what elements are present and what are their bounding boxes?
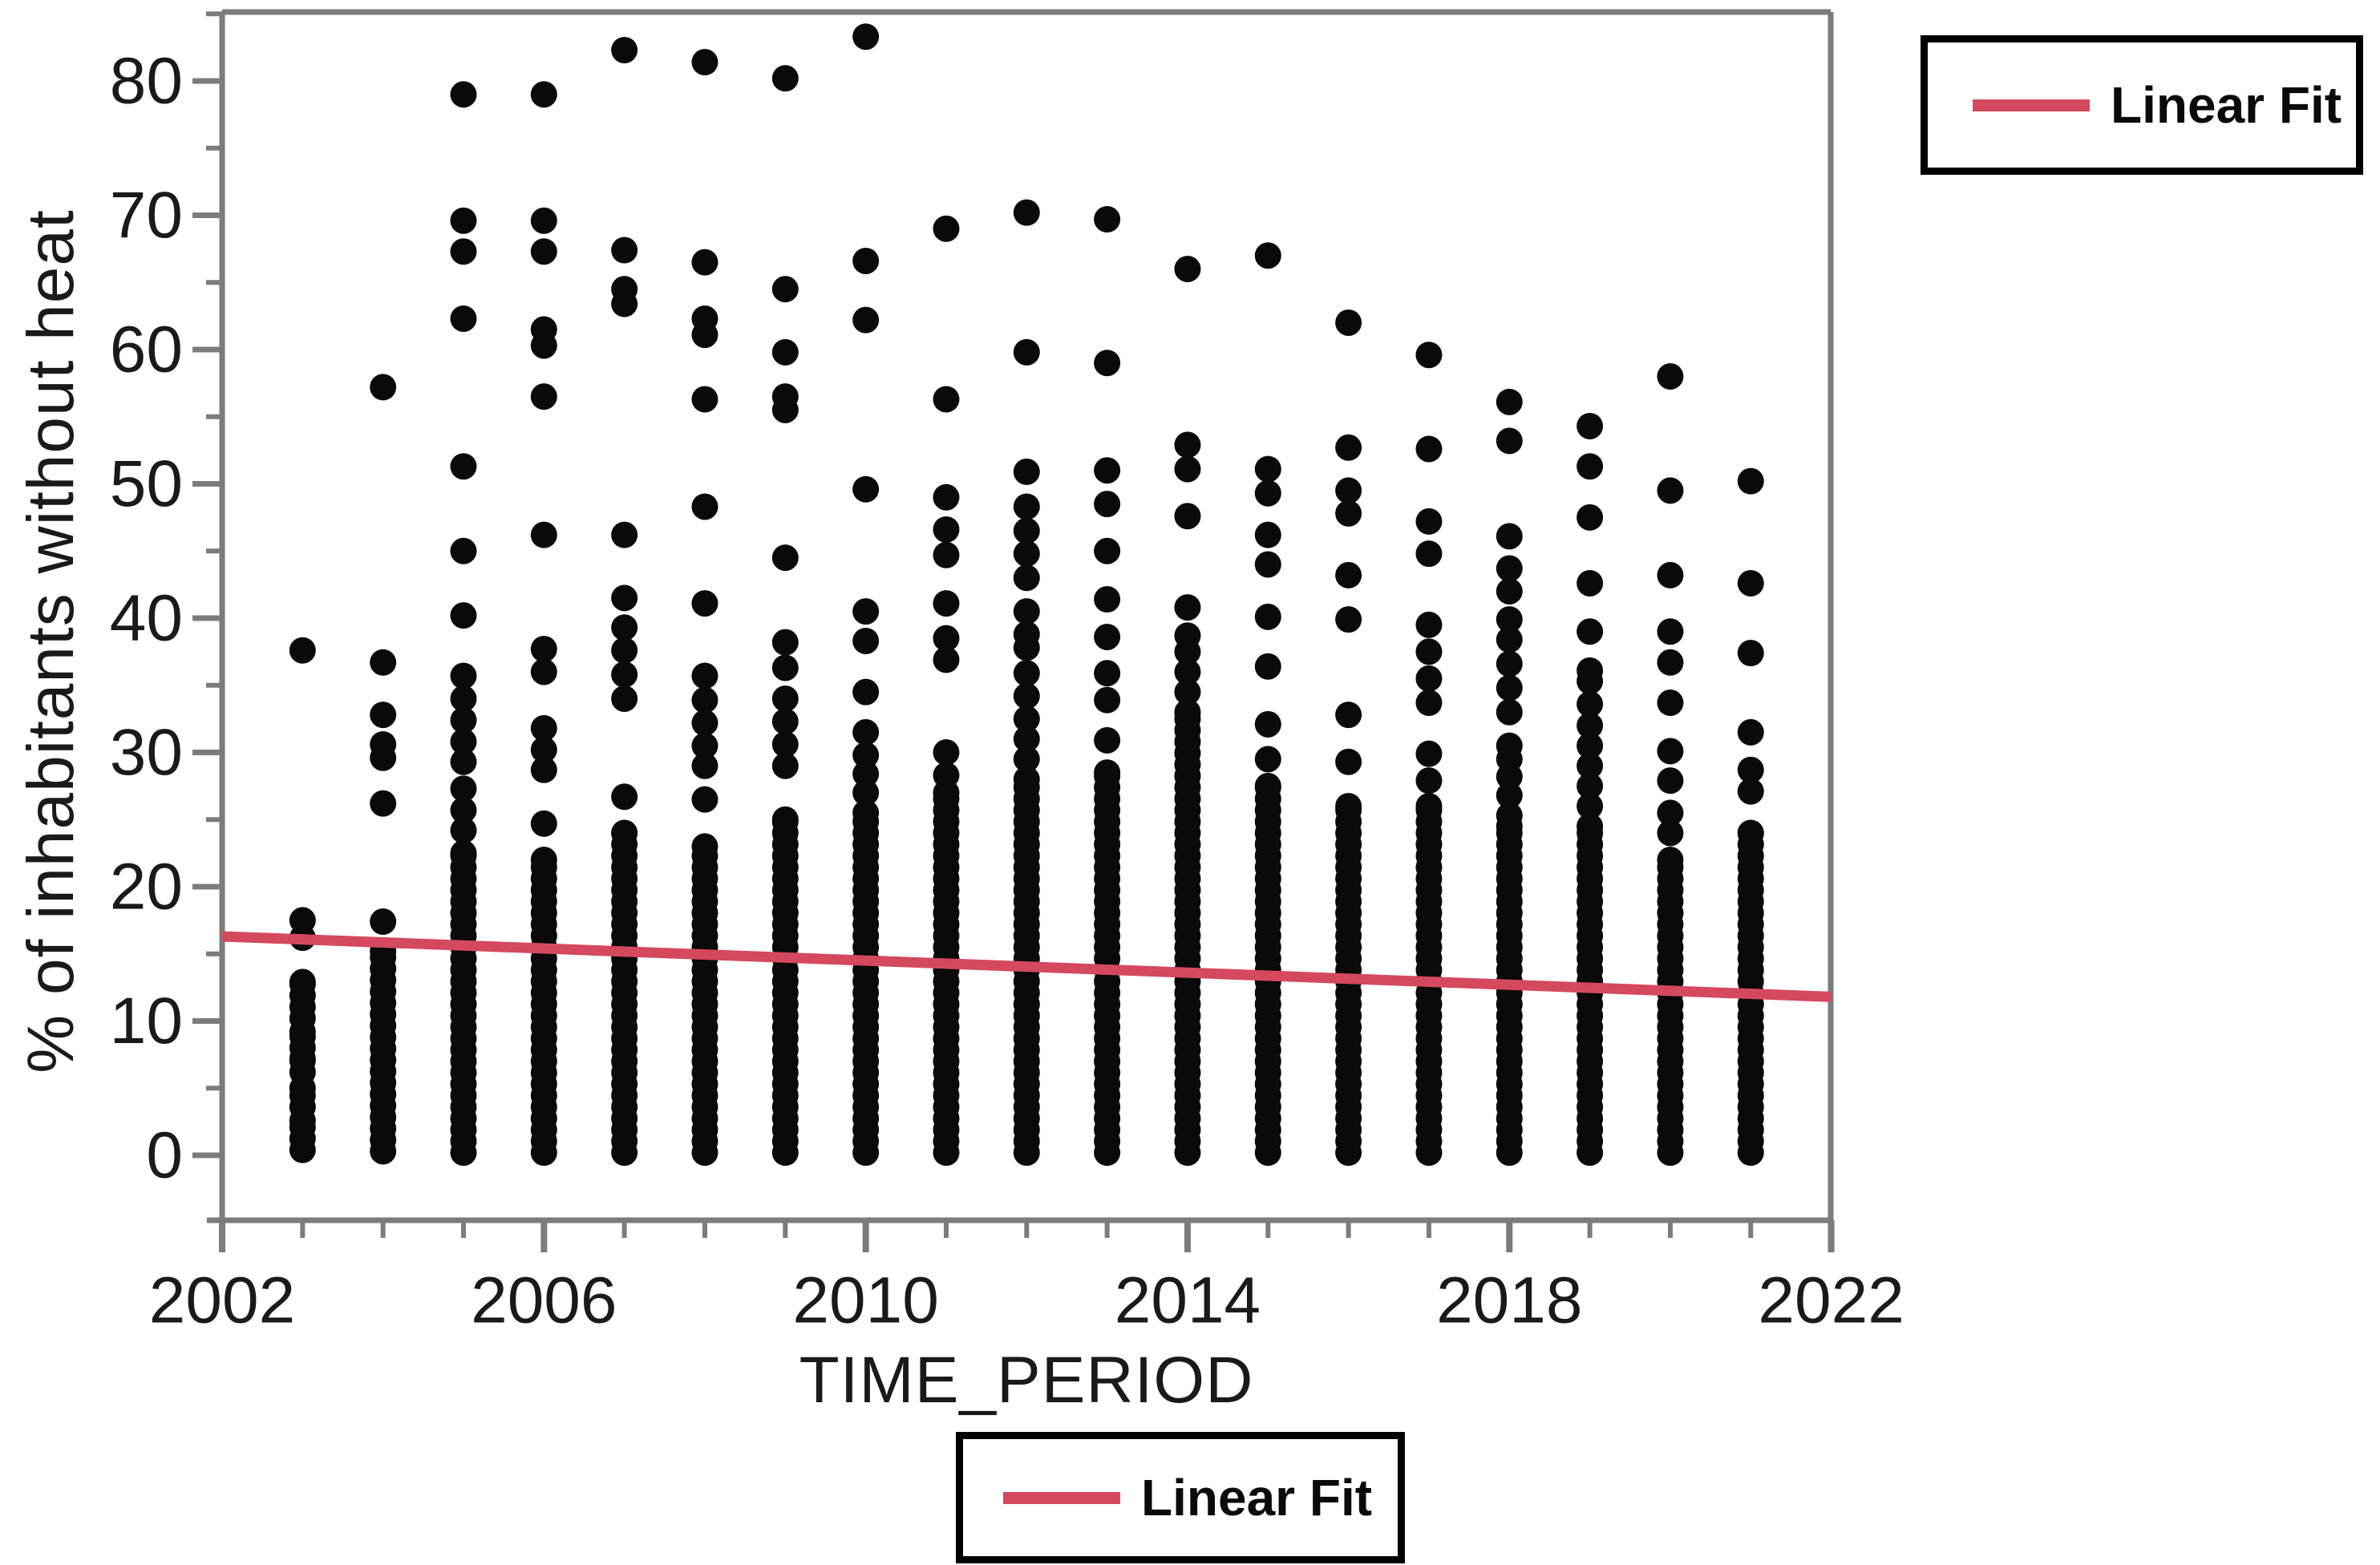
svg-text:60: 60 (110, 313, 183, 386)
svg-text:2002: 2002 (149, 1264, 295, 1337)
linear-fit-swatch (1973, 99, 2090, 111)
svg-text:2014: 2014 (1115, 1264, 1261, 1337)
plot-frame (207, 9, 1834, 1249)
svg-text:0: 0 (146, 1119, 183, 1192)
legend-bottom: Linear Fit (956, 1432, 1405, 1563)
svg-text:80: 80 (110, 45, 183, 118)
svg-text:2018: 2018 (1436, 1264, 1582, 1337)
svg-text:40: 40 (110, 582, 183, 655)
y-axis-title: % of inhabitants without heat (14, 209, 87, 1074)
svg-text:10: 10 (110, 985, 183, 1057)
svg-text:2006: 2006 (471, 1264, 617, 1337)
linear-fit-line (221, 931, 1832, 1002)
y-axis-ticks: 0 10 20 30 40 50 60 70 80 (110, 11, 222, 1192)
linear-fit-swatch (1003, 1491, 1120, 1504)
svg-text:50: 50 (110, 447, 183, 520)
scatter-points (289, 23, 1764, 1167)
svg-text:2022: 2022 (1758, 1264, 1904, 1337)
svg-text:30: 30 (110, 716, 183, 789)
svg-text:20: 20 (110, 851, 183, 924)
legend-top-right: Linear Fit (1921, 35, 2363, 175)
svg-text:70: 70 (110, 179, 183, 252)
legend-label: Linear Fit (2111, 76, 2342, 134)
x-axis-title: TIME_PERIOD (799, 1344, 1254, 1417)
x-axis-ticks: 2002 2006 2010 2014 2018 2022 (149, 1220, 1904, 1337)
svg-text:2010: 2010 (792, 1264, 938, 1337)
legend-label: Linear Fit (1141, 1469, 1373, 1527)
